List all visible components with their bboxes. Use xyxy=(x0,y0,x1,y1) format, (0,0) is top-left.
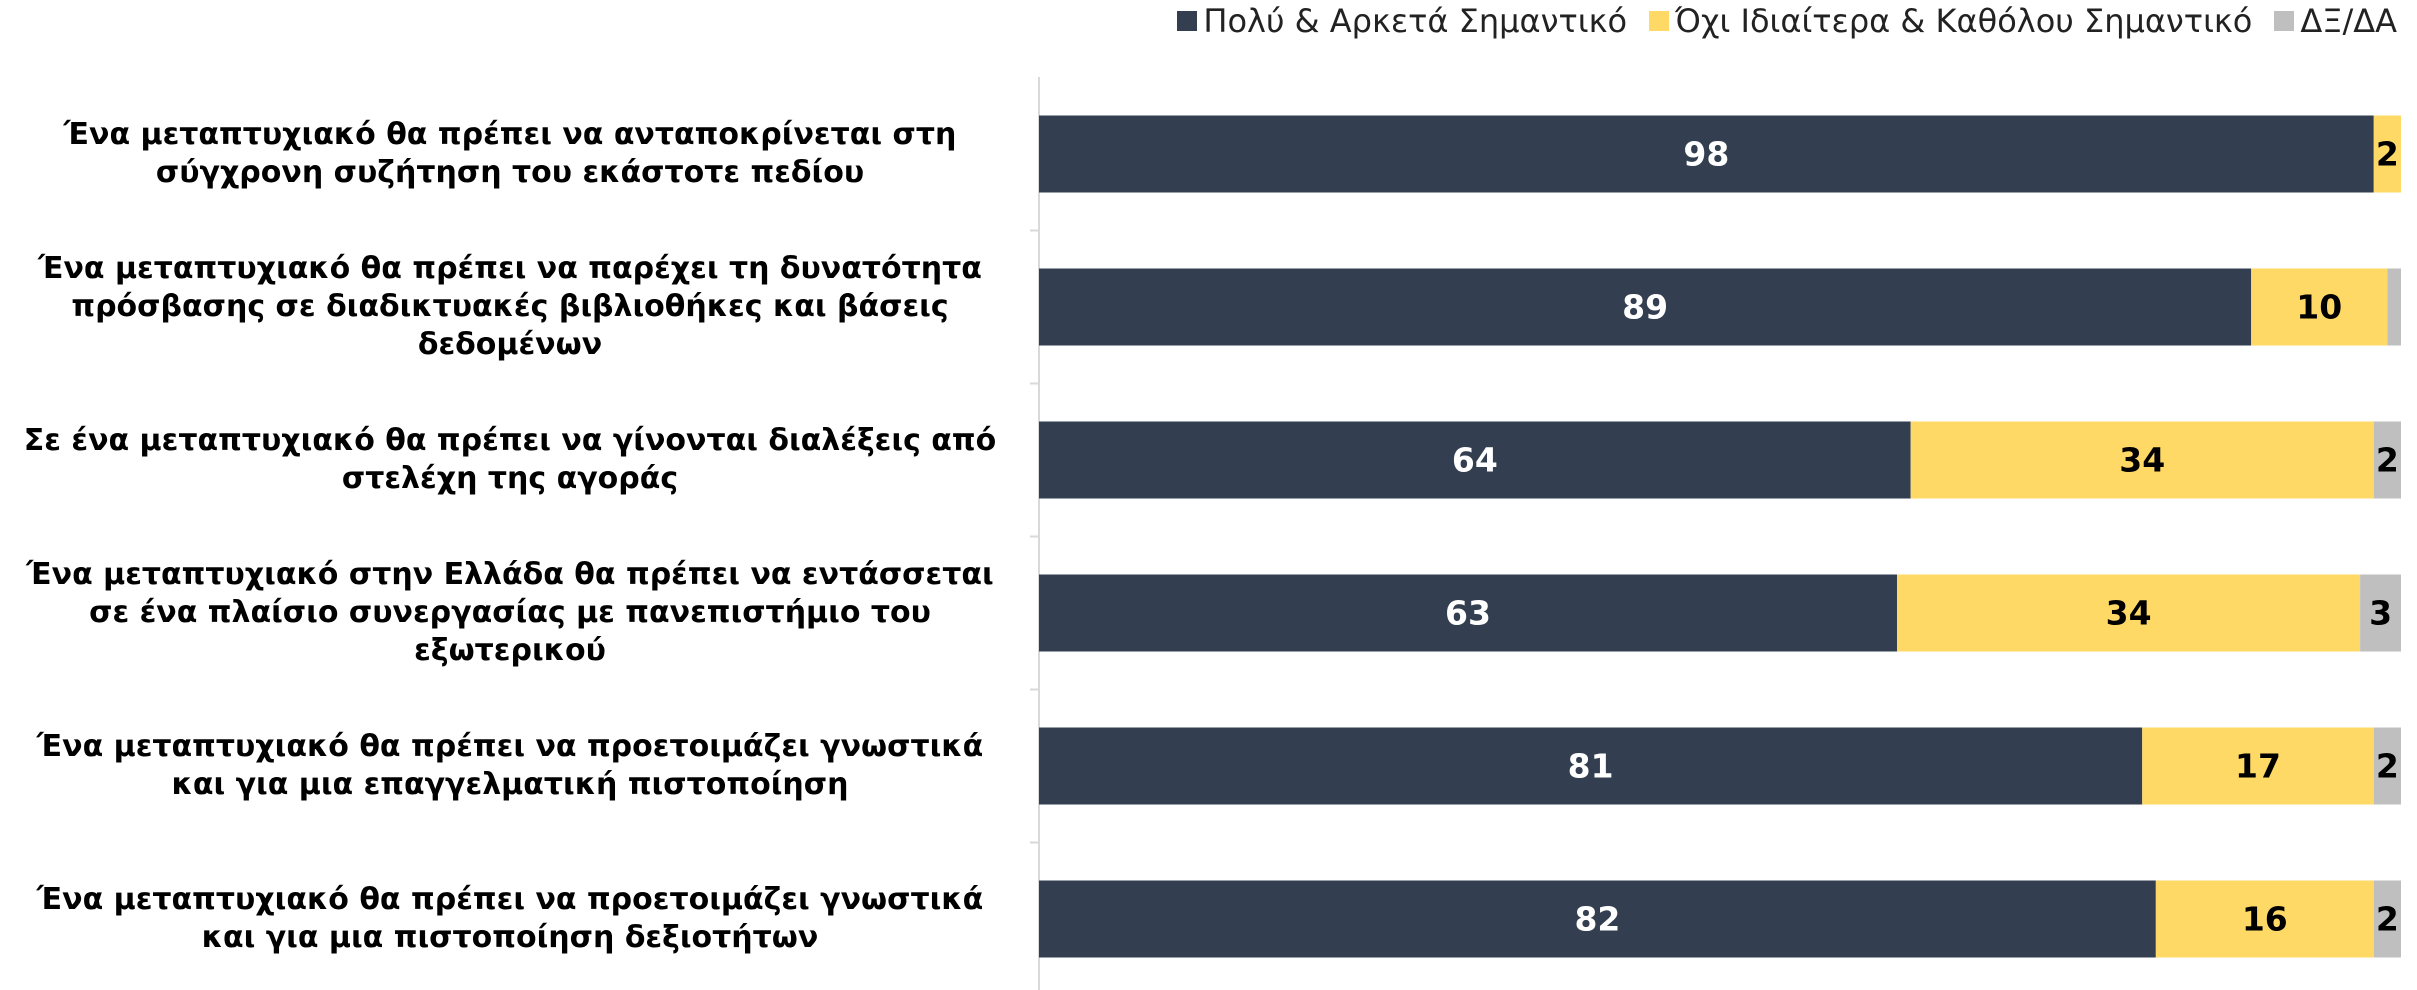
bar-segment xyxy=(1897,574,2361,652)
legend-swatch xyxy=(1649,11,1670,31)
bar-segment xyxy=(2373,115,2401,193)
bar-segment xyxy=(2373,727,2401,805)
bar-segment xyxy=(1910,421,2374,499)
data-label: 64 xyxy=(1452,441,1498,480)
legend-label: Όχι Ιδιαίτερα & Καθόλου Σημαντικό xyxy=(1675,2,2253,40)
category-label: Σε ένα μεταπτυχιακό θα πρέπει να γίνοντα… xyxy=(23,423,997,496)
data-label: 2 xyxy=(2376,747,2399,786)
bar-segment xyxy=(1039,574,1898,652)
bar-segment xyxy=(1039,421,1911,499)
legend-label: ΔΞ/ΔΑ xyxy=(2300,2,2397,40)
category-label: Ένα μεταπτυχιακό θα πρέπει να προετοιμάζ… xyxy=(36,729,984,802)
legend: Πολύ & Αρκετά Σημαντικό Όχι Ιδιαίτερα & Κ… xyxy=(1155,2,2397,40)
category-label: Ένα μεταπτυχιακό θα πρέπει να ανταποκρίν… xyxy=(63,117,957,190)
data-label: 34 xyxy=(2119,441,2165,480)
bar-segment xyxy=(1039,880,2156,958)
category-label: Ένα μεταπτυχιακό θα πρέπει να προετοιμάζ… xyxy=(36,882,984,955)
data-label: 17 xyxy=(2235,747,2281,786)
legend-swatch xyxy=(2274,11,2295,31)
bar-segment xyxy=(2387,268,2401,346)
data-label: 34 xyxy=(2106,594,2152,633)
category-label: Ένα μεταπτυχιακό θα πρέπει να παρέχει τη… xyxy=(38,251,982,362)
data-label: 2 xyxy=(2376,441,2399,480)
bar-segment xyxy=(1039,115,2374,193)
data-label: 98 xyxy=(1683,135,1729,174)
legend-item: Πολύ & Αρκετά Σημαντικό xyxy=(1177,2,1627,40)
bar-segment xyxy=(2142,727,2374,805)
category-label: Ένα μεταπτυχιακό στην Ελλάδα θα πρέπει ν… xyxy=(26,557,994,668)
bar-segment xyxy=(2155,880,2374,958)
data-label: 63 xyxy=(1445,594,1491,633)
bar-segment xyxy=(2360,574,2401,652)
legend-item: Όχι Ιδιαίτερα & Καθόλου Σημαντικό xyxy=(1649,2,2252,40)
bar-segment xyxy=(2373,880,2401,958)
data-label: 2 xyxy=(2376,900,2399,939)
data-label: 3 xyxy=(2369,594,2392,633)
data-label: 89 xyxy=(1622,288,1668,327)
bar-segment xyxy=(2373,421,2401,499)
bar-segment xyxy=(2251,268,2388,346)
legend-label: Πολύ & Αρκετά Σημαντικό xyxy=(1203,2,1628,40)
data-label: 10 xyxy=(2296,288,2342,327)
bar-segment xyxy=(1039,727,2143,805)
data-label: 2 xyxy=(2376,135,2399,174)
data-label: 81 xyxy=(1568,747,1614,786)
data-label: 16 xyxy=(2242,900,2288,939)
bar-segment xyxy=(1039,268,2252,346)
legend-item: ΔΞ/ΔΑ xyxy=(2274,2,2397,40)
legend-swatch xyxy=(1177,11,1198,31)
data-label: 82 xyxy=(1574,900,1620,939)
